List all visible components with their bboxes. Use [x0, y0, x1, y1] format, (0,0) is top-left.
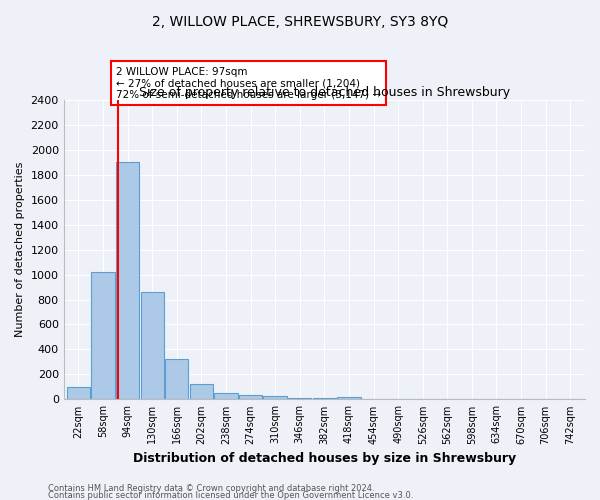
Bar	[140, 292, 164, 400]
Bar	[313, 398, 336, 400]
Bar	[91, 272, 115, 400]
Bar	[337, 397, 361, 400]
Bar	[190, 384, 213, 400]
Title: Size of property relative to detached houses in Shrewsbury: Size of property relative to detached ho…	[139, 86, 510, 98]
Text: Contains HM Land Registry data © Crown copyright and database right 2024.: Contains HM Land Registry data © Crown c…	[48, 484, 374, 493]
Bar	[263, 396, 287, 400]
Bar	[67, 387, 90, 400]
Bar	[116, 162, 139, 400]
Text: 2 WILLOW PLACE: 97sqm
← 27% of detached houses are smaller (1,204)
72% of semi-d: 2 WILLOW PLACE: 97sqm ← 27% of detached …	[116, 66, 381, 100]
Bar	[239, 395, 262, 400]
Bar	[288, 398, 311, 400]
Text: Contains public sector information licensed under the Open Government Licence v3: Contains public sector information licen…	[48, 492, 413, 500]
Text: 2, WILLOW PLACE, SHREWSBURY, SY3 8YQ: 2, WILLOW PLACE, SHREWSBURY, SY3 8YQ	[152, 15, 448, 29]
Bar	[165, 360, 188, 400]
Y-axis label: Number of detached properties: Number of detached properties	[15, 162, 25, 338]
Bar	[214, 392, 238, 400]
X-axis label: Distribution of detached houses by size in Shrewsbury: Distribution of detached houses by size …	[133, 452, 516, 465]
